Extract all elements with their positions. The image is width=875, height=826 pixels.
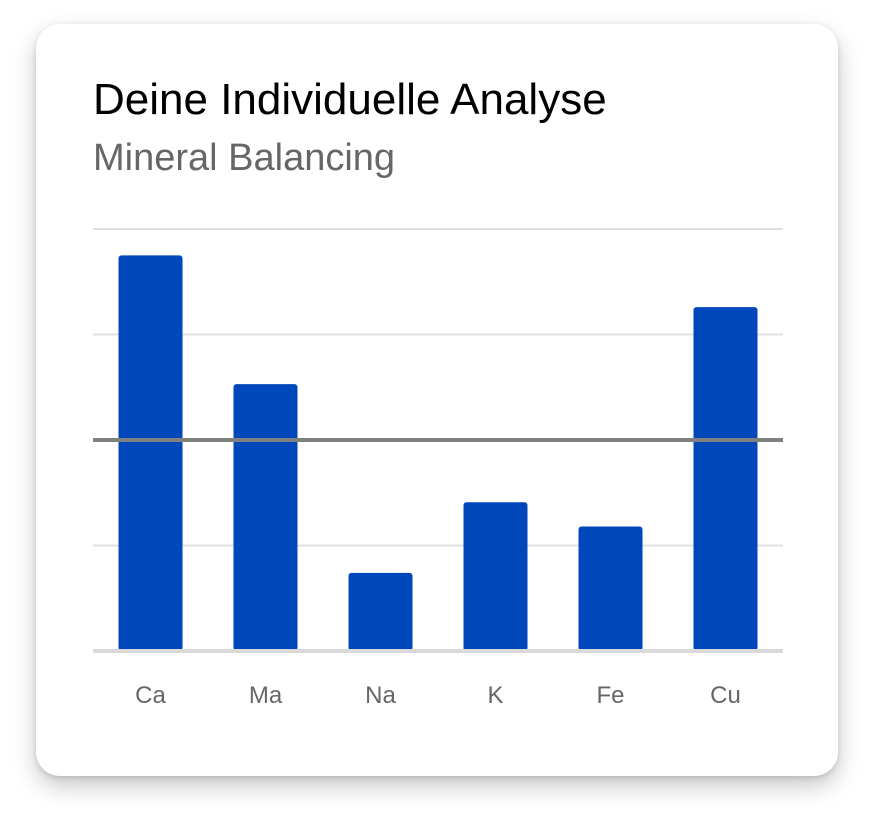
x-tick-label-na: Na [365,682,396,709]
x-tick-label-ma: Ma [249,682,283,709]
bar-cu [693,307,758,651]
chart-subtitle: Mineral Balancing [93,137,396,179]
chart-title: Deine Individuelle Analyse [93,75,607,124]
bar-chart: Ca Ma Na K Fe Cu [93,228,783,709]
bar-ca [118,255,183,651]
x-tick-label-fe: Fe [596,682,624,709]
bar-ma [233,384,298,651]
x-tick-label-ca: Ca [135,682,166,709]
x-tick-label-k: K [487,682,503,709]
chart-card: Deine Individuelle Analyse Mineral Balan… [36,24,838,776]
x-tick-label-cu: Cu [710,682,741,709]
bar-k [463,502,528,651]
bar-na [348,572,413,651]
bar-fe [578,526,643,651]
